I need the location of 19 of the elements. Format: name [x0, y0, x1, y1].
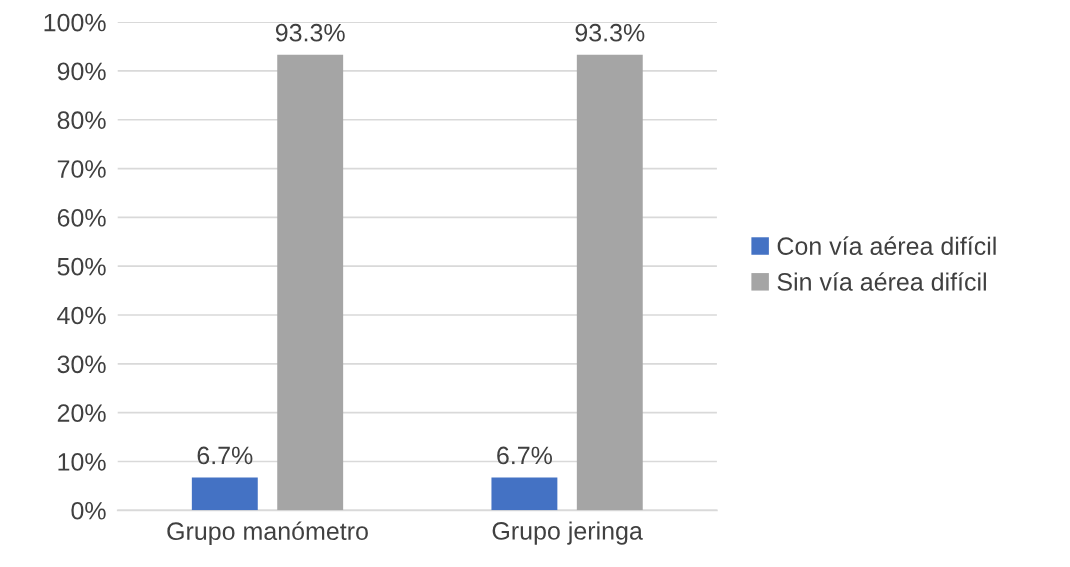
data-label: 6.7%: [197, 446, 253, 465]
legend-label: Con vía aérea difícil: [777, 236, 996, 256]
data-label: 6.7%: [497, 446, 553, 465]
y-tick-label: 30%: [57, 355, 106, 374]
y-tick-label: 90%: [57, 62, 106, 81]
data-label: 93.3%: [575, 23, 645, 42]
y-tick-label: 40%: [57, 306, 106, 325]
y-tick-label: 0%: [71, 501, 106, 520]
y-tick-label: 100%: [44, 13, 106, 32]
x-tick-label: Grupo jeringa: [492, 521, 643, 545]
y-tick-label: 50%: [57, 257, 106, 276]
y-tick-label: 20%: [57, 404, 106, 422]
x-tick-label: Grupo manómetro: [167, 521, 368, 546]
y-tick-label: 80%: [57, 111, 106, 130]
legend-label: Sin vía aérea difícil: [777, 272, 986, 291]
data-label: 93.3%: [275, 23, 345, 42]
y-tick-label: 60%: [57, 208, 106, 227]
y-tick-label: 10%: [58, 453, 106, 471]
y-tick-label: 70%: [57, 160, 106, 178]
